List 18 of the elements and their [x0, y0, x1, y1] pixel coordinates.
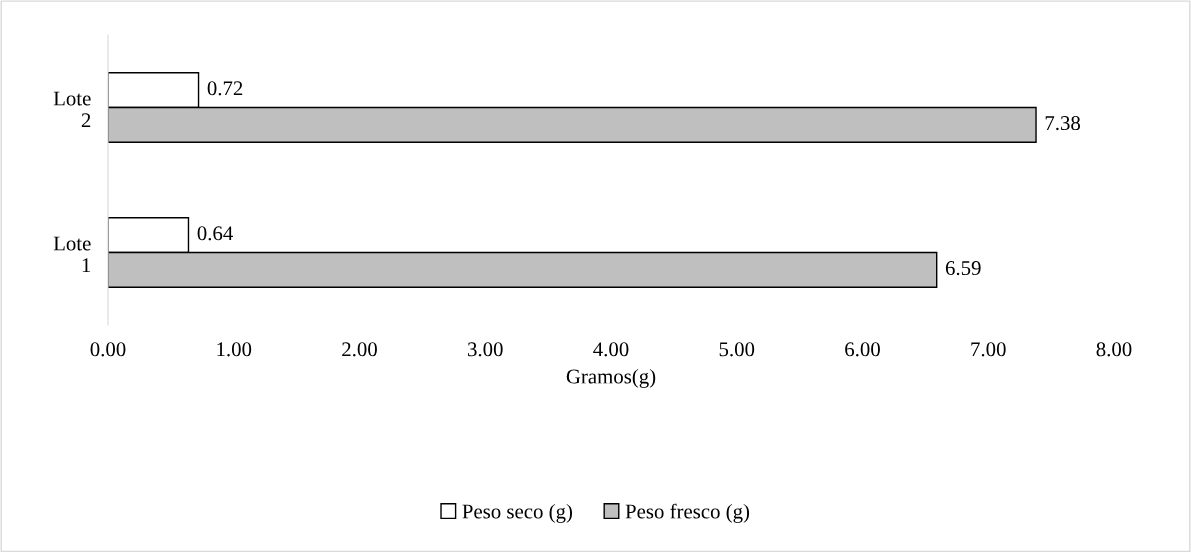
- data-label: 0.72: [207, 81, 243, 96]
- x-tick-label: 2.00: [342, 342, 377, 357]
- legend-label: Peso seco (g): [462, 503, 573, 523]
- data-label: 6.59: [945, 261, 981, 276]
- x-tick-label: 0.00: [90, 342, 126, 357]
- x-tick-label: 8.00: [1096, 342, 1132, 357]
- x-tick-label: 7.00: [971, 342, 1006, 357]
- x-axis-title: Gramos(g): [566, 368, 656, 388]
- x-tick-label: 6.00: [845, 342, 880, 357]
- legend-label: Peso fresco (g): [625, 503, 750, 523]
- data-label: 7.38: [1045, 116, 1081, 131]
- x-tick-label: 4.00: [593, 342, 629, 357]
- y-tick-label: Lote 2: [53, 91, 91, 128]
- data-label: 0.64: [197, 226, 233, 241]
- x-tick-label: 5.00: [719, 342, 755, 357]
- x-tick-label: 1.00: [217, 342, 252, 357]
- y-tick-label: Lote 1: [53, 236, 91, 273]
- x-tick-label: 3.00: [468, 342, 503, 357]
